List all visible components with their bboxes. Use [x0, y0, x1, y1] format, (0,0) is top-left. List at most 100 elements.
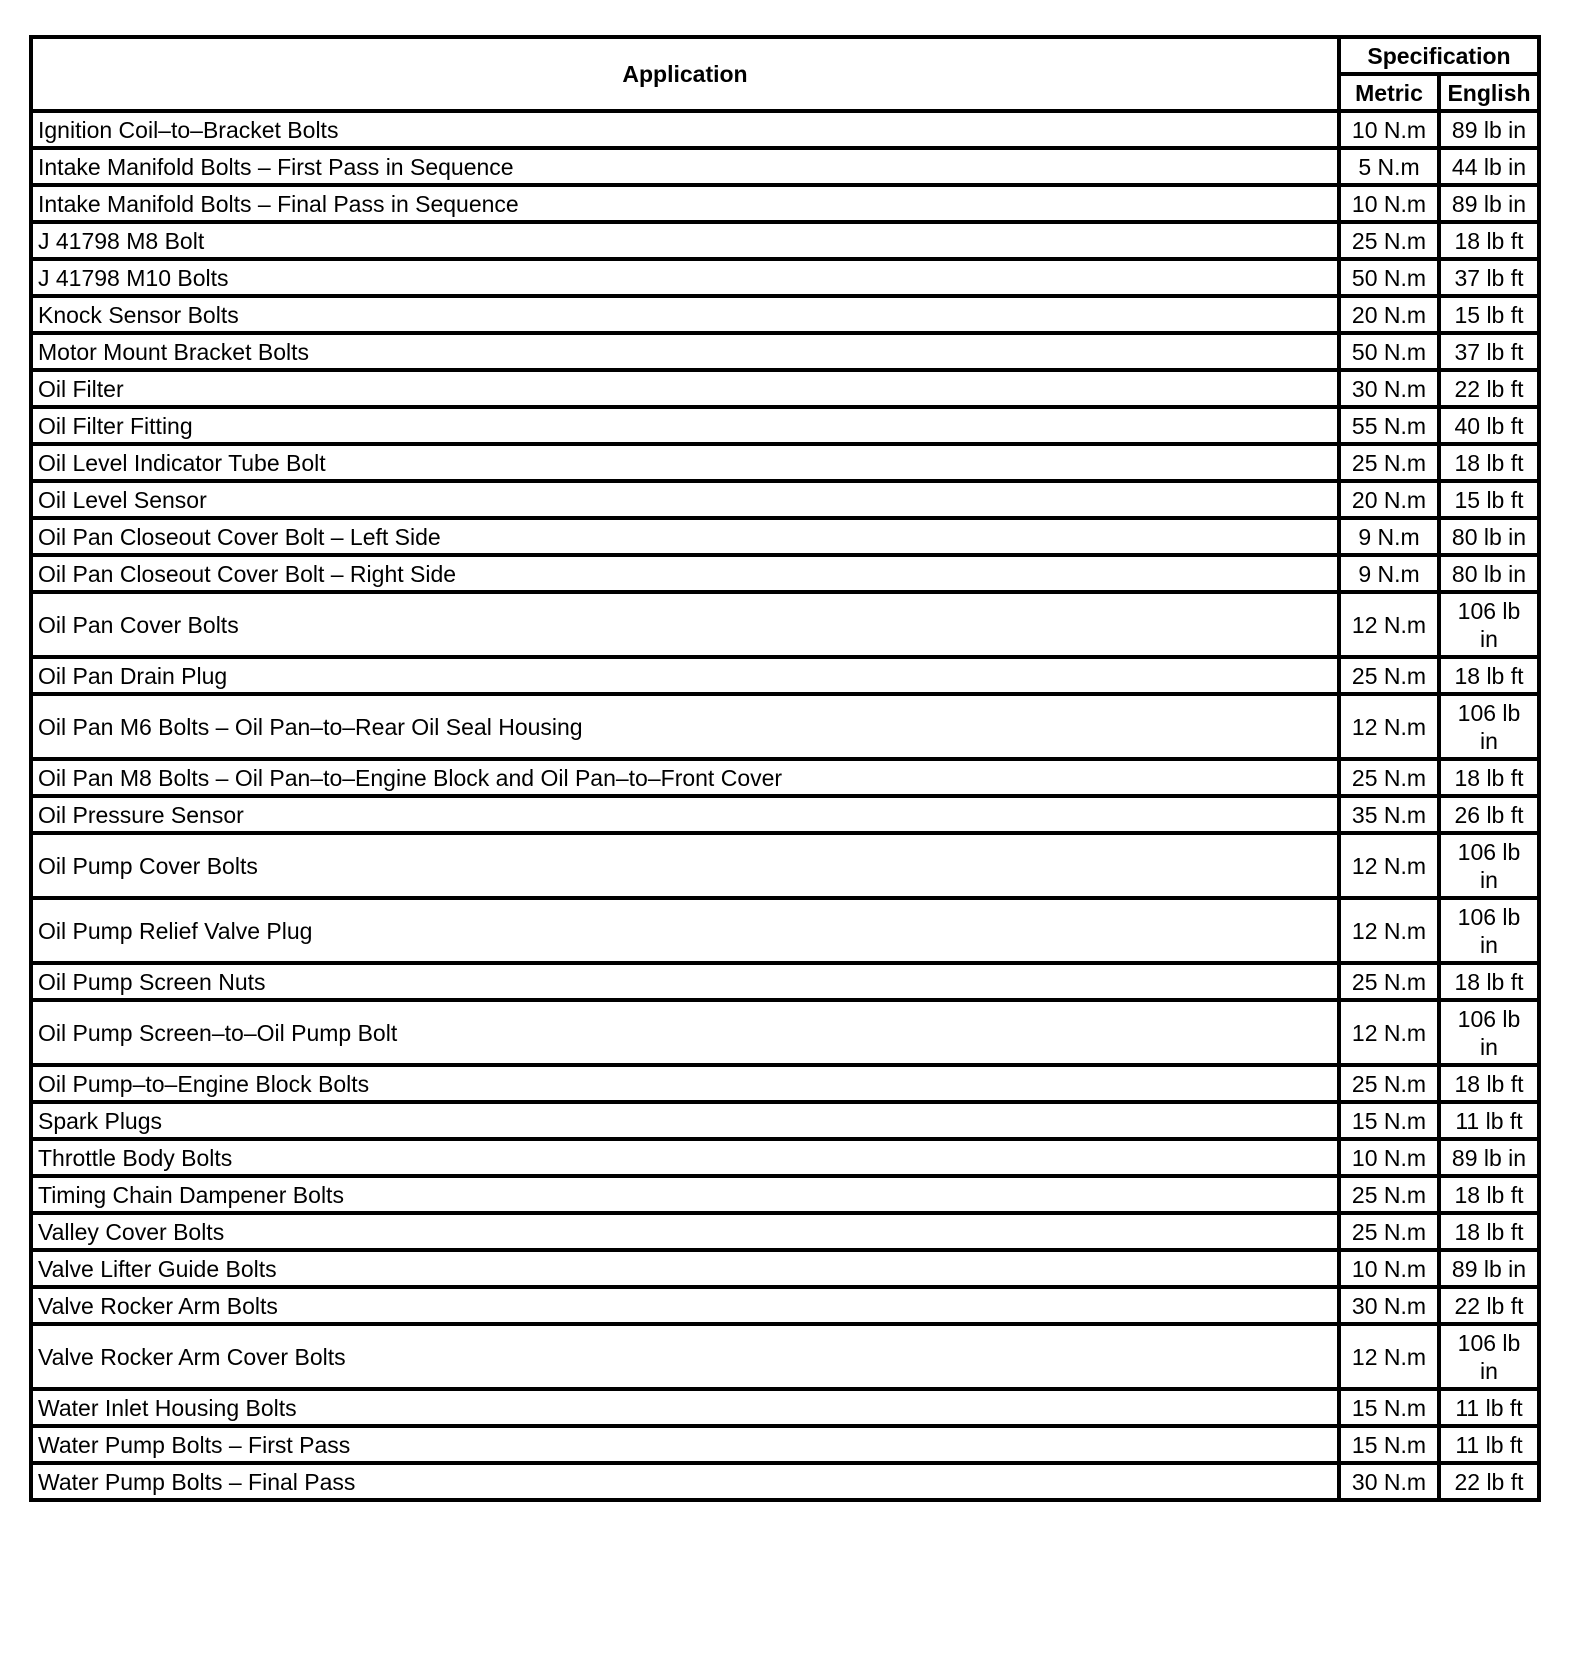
cell-english: 106 lb in [1437, 998, 1541, 1067]
cell-english: 18 lb ft [1437, 442, 1541, 483]
cell-metric: 15 N.m [1337, 1387, 1441, 1428]
table-row: Water Pump Bolts – First Pass 15 N.m 11 lb… [29, 1424, 1541, 1465]
cell-english: 18 lb ft [1437, 757, 1541, 798]
table-row: Spark Plugs 15 N.m 11 lb ft [29, 1100, 1541, 1141]
table-row: J 41798 M10 Bolts 50 N.m 37 lb ft [29, 257, 1541, 298]
header-english: English [1437, 72, 1541, 113]
cell-english: 80 lb in [1437, 516, 1541, 557]
table-row: Knock Sensor Bolts 20 N.m 15 lb ft [29, 294, 1541, 335]
table-row: J 41798 M8 Bolt 25 N.m 18 lb ft [29, 220, 1541, 261]
cell-metric: 10 N.m [1337, 109, 1441, 150]
cell-metric: 10 N.m [1337, 183, 1441, 224]
cell-english: 40 lb ft [1437, 405, 1541, 446]
table-row: Oil Pressure Sensor 35 N.m 26 lb ft [29, 794, 1541, 835]
table-row: Valley Cover Bolts 25 N.m 18 lb ft [29, 1211, 1541, 1252]
table-row: Oil Pump Screen Nuts 25 N.m 18 lb ft [29, 961, 1541, 1002]
cell-application: Oil Filter Fitting [29, 405, 1341, 446]
torque-spec-table: Application Specification Metric English… [29, 35, 1541, 1502]
cell-english: 18 lb ft [1437, 1063, 1541, 1104]
cell-application: Intake Manifold Bolts – First Pass in Se… [29, 146, 1341, 187]
cell-metric: 10 N.m [1337, 1137, 1441, 1178]
cell-metric: 30 N.m [1337, 1461, 1441, 1502]
cell-english: 106 lb in [1437, 590, 1541, 659]
cell-application: Oil Filter [29, 368, 1341, 409]
cell-application: Timing Chain Dampener Bolts [29, 1174, 1341, 1215]
cell-metric: 12 N.m [1337, 896, 1441, 965]
cell-english: 22 lb ft [1437, 1461, 1541, 1502]
table-row: Oil Level Indicator Tube Bolt 25 N.m 18 lb… [29, 442, 1541, 483]
table-row: Oil Pan M8 Bolts – Oil Pan–to–Engine Blo… [29, 757, 1541, 798]
cell-metric: 9 N.m [1337, 553, 1441, 594]
cell-english: 106 lb in [1437, 692, 1541, 761]
cell-english: 18 lb ft [1437, 1211, 1541, 1252]
header-application: Application [29, 35, 1341, 113]
table-row: Oil Pan M6 Bolts – Oil Pan–to–Rear Oil S… [29, 692, 1541, 761]
table-row: Oil Level Sensor 20 N.m 15 lb ft [29, 479, 1541, 520]
cell-english: 18 lb ft [1437, 655, 1541, 696]
cell-english: 15 lb ft [1437, 479, 1541, 520]
cell-metric: 25 N.m [1337, 757, 1441, 798]
cell-english: 80 lb in [1437, 553, 1541, 594]
cell-application: J 41798 M10 Bolts [29, 257, 1341, 298]
cell-application: Water Pump Bolts – First Pass [29, 1424, 1341, 1465]
cell-metric: 25 N.m [1337, 961, 1441, 1002]
table-row: Oil Pan Drain Plug 25 N.m 18 lb ft [29, 655, 1541, 696]
table-row: Valve Rocker Arm Cover Bolts 12 N.m 106 lb… [29, 1322, 1541, 1391]
cell-metric: 25 N.m [1337, 1211, 1441, 1252]
cell-english: 18 lb ft [1437, 1174, 1541, 1215]
cell-application: Oil Pan M8 Bolts – Oil Pan–to–Engine Blo… [29, 757, 1341, 798]
table-row: Oil Filter Fitting 55 N.m 40 lb ft [29, 405, 1541, 446]
table-row: Motor Mount Bracket Bolts 50 N.m 37 lb ft [29, 331, 1541, 372]
cell-application: Water Inlet Housing Bolts [29, 1387, 1341, 1428]
table-row: Water Pump Bolts – Final Pass 30 N.m 22 lb… [29, 1461, 1541, 1502]
cell-application: Valve Lifter Guide Bolts [29, 1248, 1341, 1289]
cell-english: 89 lb in [1437, 1248, 1541, 1289]
cell-application: J 41798 M8 Bolt [29, 220, 1341, 261]
cell-application: Oil Pump–to–Engine Block Bolts [29, 1063, 1341, 1104]
cell-english: 22 lb ft [1437, 368, 1541, 409]
cell-application: Oil Pump Screen Nuts [29, 961, 1341, 1002]
cell-metric: 12 N.m [1337, 1322, 1441, 1391]
cell-english: 106 lb in [1437, 831, 1541, 900]
table-row: Oil Pump–to–Engine Block Bolts 25 N.m 18 l… [29, 1063, 1541, 1104]
cell-application: Oil Pump Relief Valve Plug [29, 896, 1341, 965]
cell-english: 11 lb ft [1437, 1100, 1541, 1141]
cell-english: 15 lb ft [1437, 294, 1541, 335]
cell-english: 37 lb ft [1437, 331, 1541, 372]
cell-application: Ignition Coil–to–Bracket Bolts [29, 109, 1341, 150]
table-row: Oil Filter 30 N.m 22 lb ft [29, 368, 1541, 409]
cell-metric: 25 N.m [1337, 220, 1441, 261]
cell-metric: 9 N.m [1337, 516, 1441, 557]
cell-metric: 12 N.m [1337, 590, 1441, 659]
cell-metric: 12 N.m [1337, 998, 1441, 1067]
cell-application: Valve Rocker Arm Cover Bolts [29, 1322, 1341, 1391]
table-row: Water Inlet Housing Bolts 15 N.m 11 lb ft [29, 1387, 1541, 1428]
cell-metric: 35 N.m [1337, 794, 1441, 835]
cell-application: Oil Pan Closeout Cover Bolt – Right Side [29, 553, 1341, 594]
cell-metric: 10 N.m [1337, 1248, 1441, 1289]
cell-application: Oil Level Indicator Tube Bolt [29, 442, 1341, 483]
cell-metric: 15 N.m [1337, 1424, 1441, 1465]
cell-english: 89 lb in [1437, 109, 1541, 150]
cell-application: Oil Level Sensor [29, 479, 1341, 520]
cell-application: Oil Pan M6 Bolts – Oil Pan–to–Rear Oil S… [29, 692, 1341, 761]
cell-metric: 30 N.m [1337, 368, 1441, 409]
cell-metric: 20 N.m [1337, 479, 1441, 520]
cell-application: Valve Rocker Arm Bolts [29, 1285, 1341, 1326]
header-metric: Metric [1337, 72, 1441, 113]
cell-metric: 50 N.m [1337, 331, 1441, 372]
cell-metric: 25 N.m [1337, 655, 1441, 696]
cell-application: Valley Cover Bolts [29, 1211, 1341, 1252]
cell-application: Motor Mount Bracket Bolts [29, 331, 1341, 372]
cell-metric: 55 N.m [1337, 405, 1441, 446]
cell-english: 22 lb ft [1437, 1285, 1541, 1326]
cell-application: Water Pump Bolts – Final Pass [29, 1461, 1341, 1502]
cell-metric: 25 N.m [1337, 1174, 1441, 1215]
cell-english: 89 lb in [1437, 1137, 1541, 1178]
cell-english: 106 lb in [1437, 1322, 1541, 1391]
cell-application: Throttle Body Bolts [29, 1137, 1341, 1178]
table-row: Intake Manifold Bolts – First Pass in Se… [29, 146, 1541, 187]
cell-metric: 30 N.m [1337, 1285, 1441, 1326]
cell-application: Oil Pressure Sensor [29, 794, 1341, 835]
cell-english: 11 lb ft [1437, 1424, 1541, 1465]
